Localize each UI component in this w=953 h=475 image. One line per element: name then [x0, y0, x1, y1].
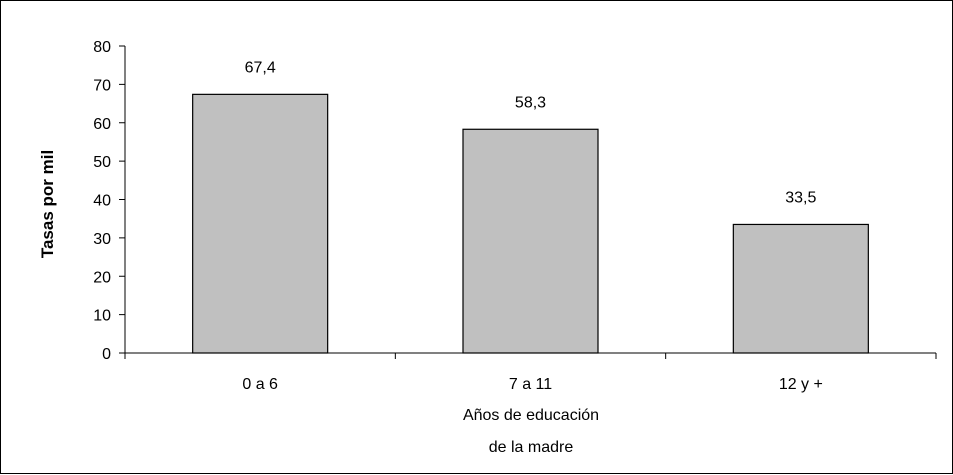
y-tick-label-10: 10 [93, 308, 111, 325]
y-tick-label-70: 70 [93, 77, 111, 94]
data-label-2: 33,5 [785, 189, 816, 206]
y-axis: 0 10 20 30 40 50 60 70 80 [93, 39, 126, 363]
bars [192, 93, 869, 354]
y-tick-label-30: 30 [93, 231, 111, 248]
x-axis-title-line-2: de la madre [489, 439, 574, 456]
x-tick-label-1: 7 a 11 [509, 376, 552, 393]
bar-0 [192, 93, 329, 354]
y-tick-label-0: 0 [102, 346, 111, 363]
data-label-0: 67,4 [245, 59, 276, 76]
bar-2 [732, 223, 869, 354]
data-labels: 67,4 58,3 33,5 [245, 59, 817, 206]
bar-1 [462, 128, 599, 354]
x-tick-label-0: 0 a 6 [242, 376, 278, 393]
y-tick-label-80: 80 [93, 39, 111, 56]
x-tick-label-2: 12 y + [779, 376, 823, 393]
x-axis: 0 a 6 7 a 11 12 y + [124, 352, 937, 393]
y-tick-label-20: 20 [93, 269, 111, 286]
y-tick-label-40: 40 [93, 193, 111, 210]
y-tick-label-50: 50 [93, 154, 111, 171]
y-axis-title: Tasas por mil [38, 150, 57, 258]
x-axis-title-line-1: Años de educación [463, 407, 599, 424]
data-label-1: 58,3 [515, 94, 546, 111]
y-tick-label-60: 60 [93, 116, 111, 133]
